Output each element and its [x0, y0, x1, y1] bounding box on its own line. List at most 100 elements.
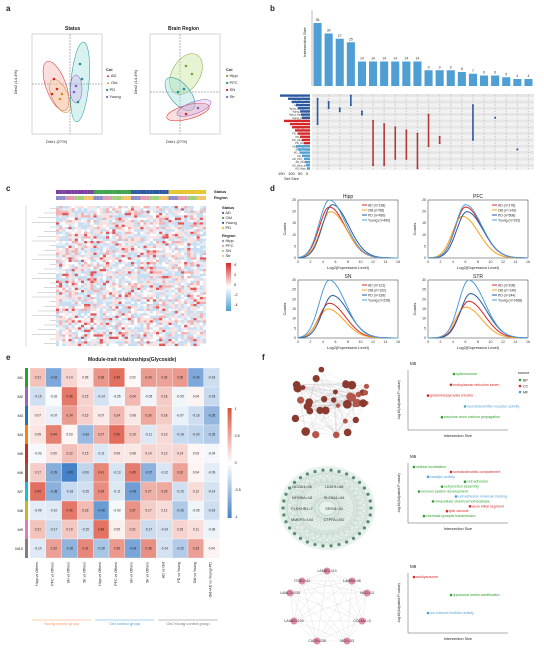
heatmap-cell	[193, 322, 197, 326]
heatmap-cell	[59, 297, 63, 300]
heatmap-cell	[181, 243, 185, 246]
heatmap-cell	[93, 236, 97, 239]
matrix-dot	[527, 154, 530, 157]
heatmap-cell	[77, 322, 82, 326]
network-edge	[302, 387, 351, 397]
heatmap-cell	[137, 224, 141, 228]
trait-column-label: SN vs Others	[67, 562, 71, 584]
heatmap-cell	[202, 208, 207, 211]
heatmap-cell	[174, 332, 178, 335]
heatmap-cell	[93, 273, 97, 277]
heatmap-cell	[71, 343, 75, 347]
c-scale-tick: 2	[234, 272, 237, 277]
network-node	[355, 391, 362, 398]
heatmap-cell	[146, 262, 150, 265]
heatmap-cell	[65, 266, 69, 270]
heatmap-cell	[68, 292, 72, 295]
heatmap-cell	[56, 245, 60, 249]
heatmap-cell	[68, 329, 72, 333]
heatmap-cell	[118, 311, 122, 314]
heatmap-cell	[193, 336, 197, 340]
density-curve	[428, 279, 528, 339]
heatmap-cell	[102, 299, 107, 302]
heatmap-cell	[199, 336, 203, 340]
heatmap-cell	[81, 304, 85, 307]
heatmap-cell	[102, 264, 107, 267]
heatmap-cell	[81, 334, 85, 337]
heatmap-cell	[127, 215, 132, 218]
heatmap-cell	[68, 297, 72, 300]
heatmap-cell	[84, 215, 88, 218]
heatmap-cell	[109, 301, 113, 305]
heatmap-cell	[202, 262, 207, 265]
heatmap-cell	[99, 266, 103, 270]
heatmap-cell	[62, 264, 66, 267]
heatmap-cell	[102, 301, 107, 305]
network-node	[351, 476, 356, 480]
matrix-dot	[449, 135, 452, 138]
heatmap-cell	[74, 252, 78, 256]
heatmap-cell	[149, 222, 153, 225]
heatmap-cell	[131, 245, 135, 249]
heatmap-cell	[174, 255, 178, 258]
network-node	[362, 526, 367, 530]
matrix-dot	[361, 139, 363, 141]
heatmap-cell	[65, 297, 69, 300]
heatmap-cell	[59, 266, 63, 270]
heatmap-cell	[177, 252, 182, 256]
heatmap-cell	[165, 259, 169, 263]
heatmap-cell	[177, 250, 182, 253]
heatmap-cell	[65, 264, 69, 267]
heatmap-cell	[149, 343, 153, 347]
heatmap-cell	[62, 280, 66, 284]
network-edge	[307, 473, 369, 495]
heatmap-cell	[184, 234, 188, 237]
density-xtick: 10	[359, 260, 363, 264]
heatmap-cell	[137, 285, 141, 288]
enrichment-term: lysosomal lumen acidification	[453, 593, 500, 597]
heatmap-cell	[196, 269, 200, 272]
heatmap-cell	[184, 255, 188, 258]
heatmap-cell	[162, 266, 166, 270]
heatmap-cell	[74, 206, 78, 209]
heatmap-cell	[118, 308, 122, 312]
heatmap-cell	[171, 299, 175, 302]
hub-gene-label: LAMB1=113	[317, 569, 336, 573]
heatmap-cell	[193, 297, 197, 300]
heatmap-cell	[196, 276, 200, 279]
heatmap-cell	[193, 311, 197, 314]
heatmap-cell	[62, 285, 66, 288]
matrix-dot	[327, 135, 330, 138]
heatmap-cell	[56, 278, 60, 281]
matrix-dot	[383, 110, 385, 113]
heatmap-cell	[74, 224, 78, 228]
status-bar-cell	[193, 190, 197, 194]
matrix-dot	[472, 148, 474, 151]
network-edge	[283, 482, 360, 516]
module-trait-value: -0.10	[50, 509, 57, 513]
network-node	[332, 431, 340, 439]
intersection-bar-value: 4	[527, 74, 529, 78]
heatmap-cell	[121, 325, 125, 328]
region-bar-cell	[71, 196, 75, 200]
heatmap-cell	[177, 213, 182, 216]
heatmap-cell	[190, 236, 194, 239]
matrix-dot	[438, 161, 441, 163]
heatmap-cell	[77, 297, 82, 300]
matrix-dot	[361, 145, 363, 148]
heatmap-cell	[68, 278, 72, 281]
heatmap-cell	[140, 292, 144, 295]
module-trait-value: 0.04	[193, 471, 199, 475]
heatmap-cell	[174, 245, 178, 249]
heatmap-cell	[109, 245, 113, 249]
heatmap-cell	[199, 234, 203, 237]
heatmap-cell	[124, 222, 128, 225]
heatmap-cell	[115, 229, 119, 232]
heatmap-cell	[81, 234, 85, 237]
network-edge	[300, 477, 365, 489]
heatmap-cell	[90, 271, 94, 274]
heatmap-cell	[74, 334, 78, 337]
heatmap-cell	[124, 299, 128, 302]
network-node	[298, 476, 303, 480]
